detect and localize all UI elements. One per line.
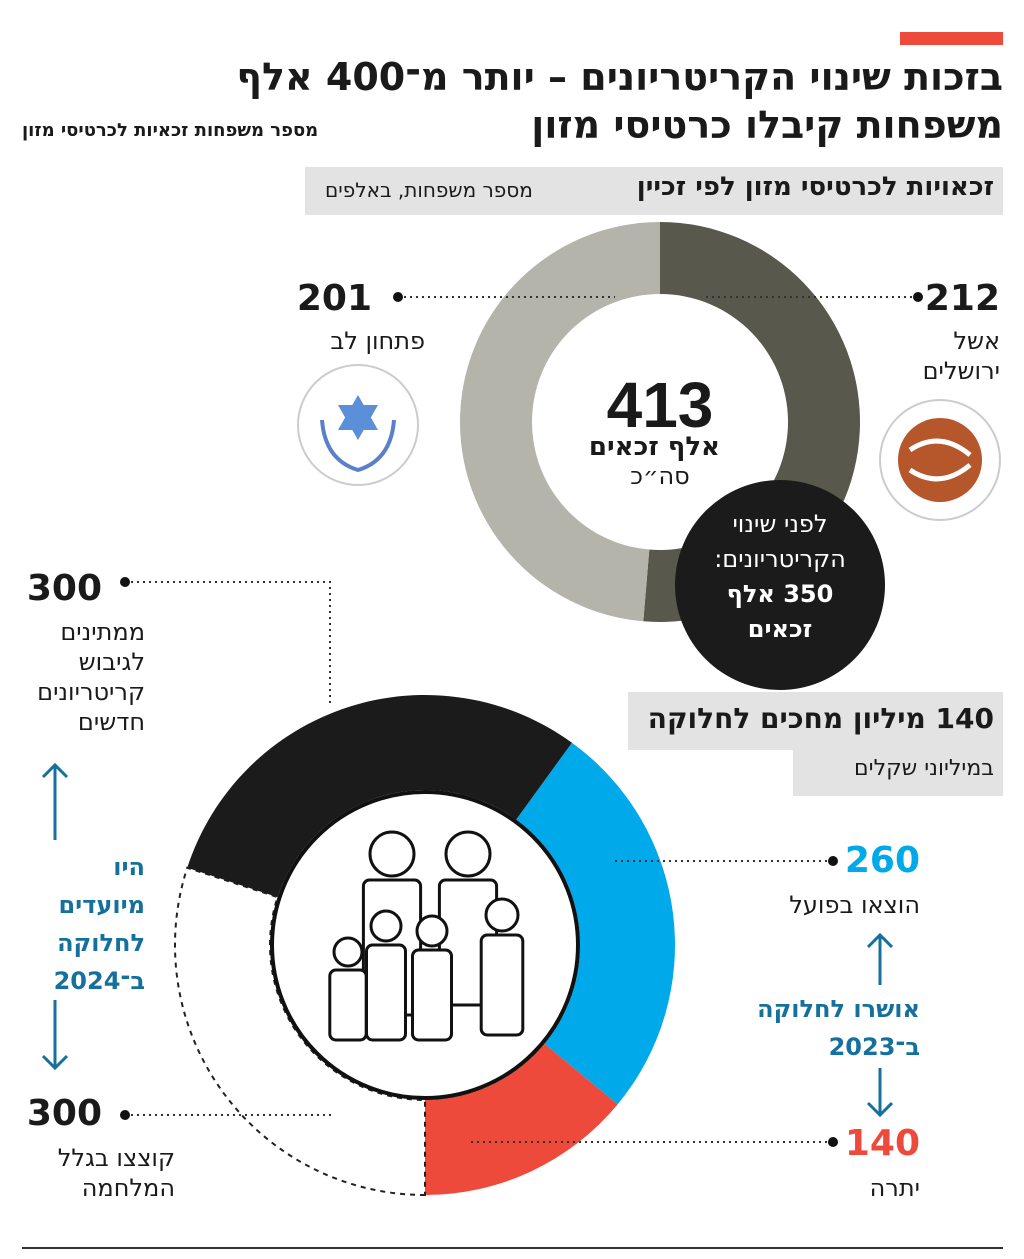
section-band [305,167,1003,215]
leader-dot [828,1137,838,1147]
center-label: אלף זכאים [588,432,720,462]
donut-segment [425,1043,618,1195]
icon-head [332,936,364,968]
value-label: 300 [26,1093,102,1134]
section-band [628,692,1003,750]
title: בזכות שינוי הקריטריונים – יותר מ־400 אלף [236,55,1003,99]
icon-head [369,909,403,943]
donut-segment [187,694,572,898]
donut-segment [174,866,426,1197]
note-disc [675,480,885,690]
arrows [41,762,894,1118]
category-label: הוצאו בפועל [789,891,920,919]
note-text: זכאים [747,615,813,643]
icon-head [368,830,416,878]
leader-dot [828,856,838,866]
leader-dot [393,292,403,302]
icon-head [484,897,520,933]
leader-dot [120,577,130,587]
center-label: סה״כ [630,462,690,490]
section-band [793,750,1003,796]
chart-subtitle: מספר משפחות, באלפים [325,178,533,202]
category-label: יתרה [869,1174,920,1202]
logo-star [338,395,378,440]
icon-head [415,914,449,948]
annotation: אושרו לחלוקה ב־2023 [757,995,920,1061]
note-text: 350 אלף [726,580,834,608]
icon-body [328,968,368,1042]
accent-bar [900,32,1003,45]
value-label: 212 [924,278,1000,319]
logo-hands [320,419,396,473]
donut-segment [460,222,660,622]
chart-subtitle: במיליוני שקלים [854,756,994,781]
donut-layer [174,222,861,1197]
icon-body [479,933,525,1037]
logo-hands [908,438,972,482]
icon-body [365,943,407,1042]
annotation: היו מיועדים לחלוקה ב־2024 [53,853,145,995]
category-label: קוצצו בגלל המלחמה [57,1144,175,1202]
value-label: 300 [26,568,102,609]
logo-disc [898,418,982,502]
leader-dot [913,292,923,302]
category-label: ממתינים לגיבוש קריטריונים חדשים [37,618,145,736]
leader-dot [120,1110,130,1120]
icon-head [444,830,492,878]
icon-body [411,948,453,1042]
value-label: 260 [844,840,920,881]
leader-line [125,581,331,705]
note-text: הקריטריונים: [714,545,846,573]
chart-title: 140 מיליון מחכים לחלוקה [647,702,994,735]
chart-title: זכאויות לכרטיסי מזון לפי זכיין [636,172,994,202]
value-label: 140 [844,1123,920,1164]
value-label: 201 [296,278,372,319]
category-label: פתחון לב [330,327,425,355]
subtitle: מספר משפחות זכאיות לכרטיסי מזון [22,120,319,141]
donut-segment [516,742,675,1105]
note-text: לפני שינוי [732,510,828,538]
center-total: 413 [606,369,714,441]
category-label: אשל ירושלים [922,327,1000,385]
title: משפחות קיבלו כרטיסי מזון [531,103,1003,147]
